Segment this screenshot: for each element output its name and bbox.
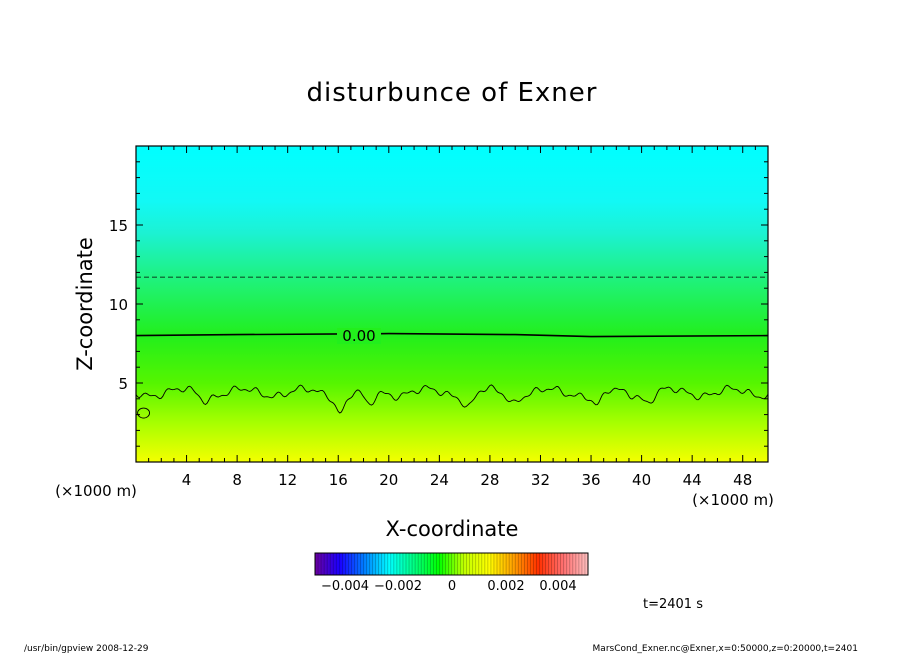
- colorbar-tick-labels: −0.004 −0.002 0 0.002 0.004: [321, 579, 577, 594]
- time-label: t=2401 s: [643, 597, 703, 612]
- contour-small-loop: [137, 407, 151, 419]
- x-tick-label: 36: [581, 471, 600, 489]
- x-tick-label: 4: [182, 471, 192, 489]
- x-axis-label: X-coordinate: [386, 517, 519, 541]
- color-field: [136, 146, 768, 462]
- x-tick-label: 28: [480, 471, 499, 489]
- colorbar-tick-label: −0.002: [374, 579, 422, 594]
- x-tick-label: 40: [632, 471, 651, 489]
- x-tick-label: 16: [329, 471, 348, 489]
- colorbar: [314, 552, 589, 576]
- x-unit-left-label: (×1000 m): [55, 482, 137, 500]
- colorbar-tick-label: 0.002: [487, 579, 524, 594]
- chart-title: disturbunce of Exner: [307, 78, 598, 108]
- axis-ticks: [135, 145, 769, 463]
- contour-zero: [136, 332, 768, 338]
- x-tick-label: 20: [379, 471, 398, 489]
- x-tick-label: 24: [430, 471, 449, 489]
- footer-right-label: MarsCond_Exner.nc@Exner,x=0:50000,z=0:20…: [593, 644, 858, 654]
- colorbar-frame: [314, 552, 589, 576]
- colorbar-fill: [315, 553, 588, 575]
- y-tick-label: 5: [118, 375, 128, 393]
- x-tick-label: 44: [683, 471, 702, 489]
- x-tick-label: 48: [733, 471, 752, 489]
- contour-lower: [136, 384, 768, 414]
- y-tick-label: 10: [109, 296, 128, 314]
- colorbar-tick-label: 0.004: [539, 579, 576, 594]
- colorbar-tick-label: 0: [448, 579, 456, 594]
- x-tick-label: 12: [278, 471, 297, 489]
- contour-label-background: [337, 328, 381, 344]
- y-axis-label: Z-coordinate: [73, 237, 97, 371]
- footer-left-label: /usr/bin/gpview 2008-12-29: [24, 644, 149, 654]
- x-unit-right-label: (×1000 m): [692, 491, 774, 509]
- x-tick-label: 32: [531, 471, 550, 489]
- x-tick-label: 8: [232, 471, 242, 489]
- y-tick-label: 15: [109, 217, 128, 235]
- contour-lines: [136, 276, 768, 419]
- contour-label: 0.00: [342, 327, 375, 345]
- colorbar-tick-label: −0.004: [321, 579, 369, 594]
